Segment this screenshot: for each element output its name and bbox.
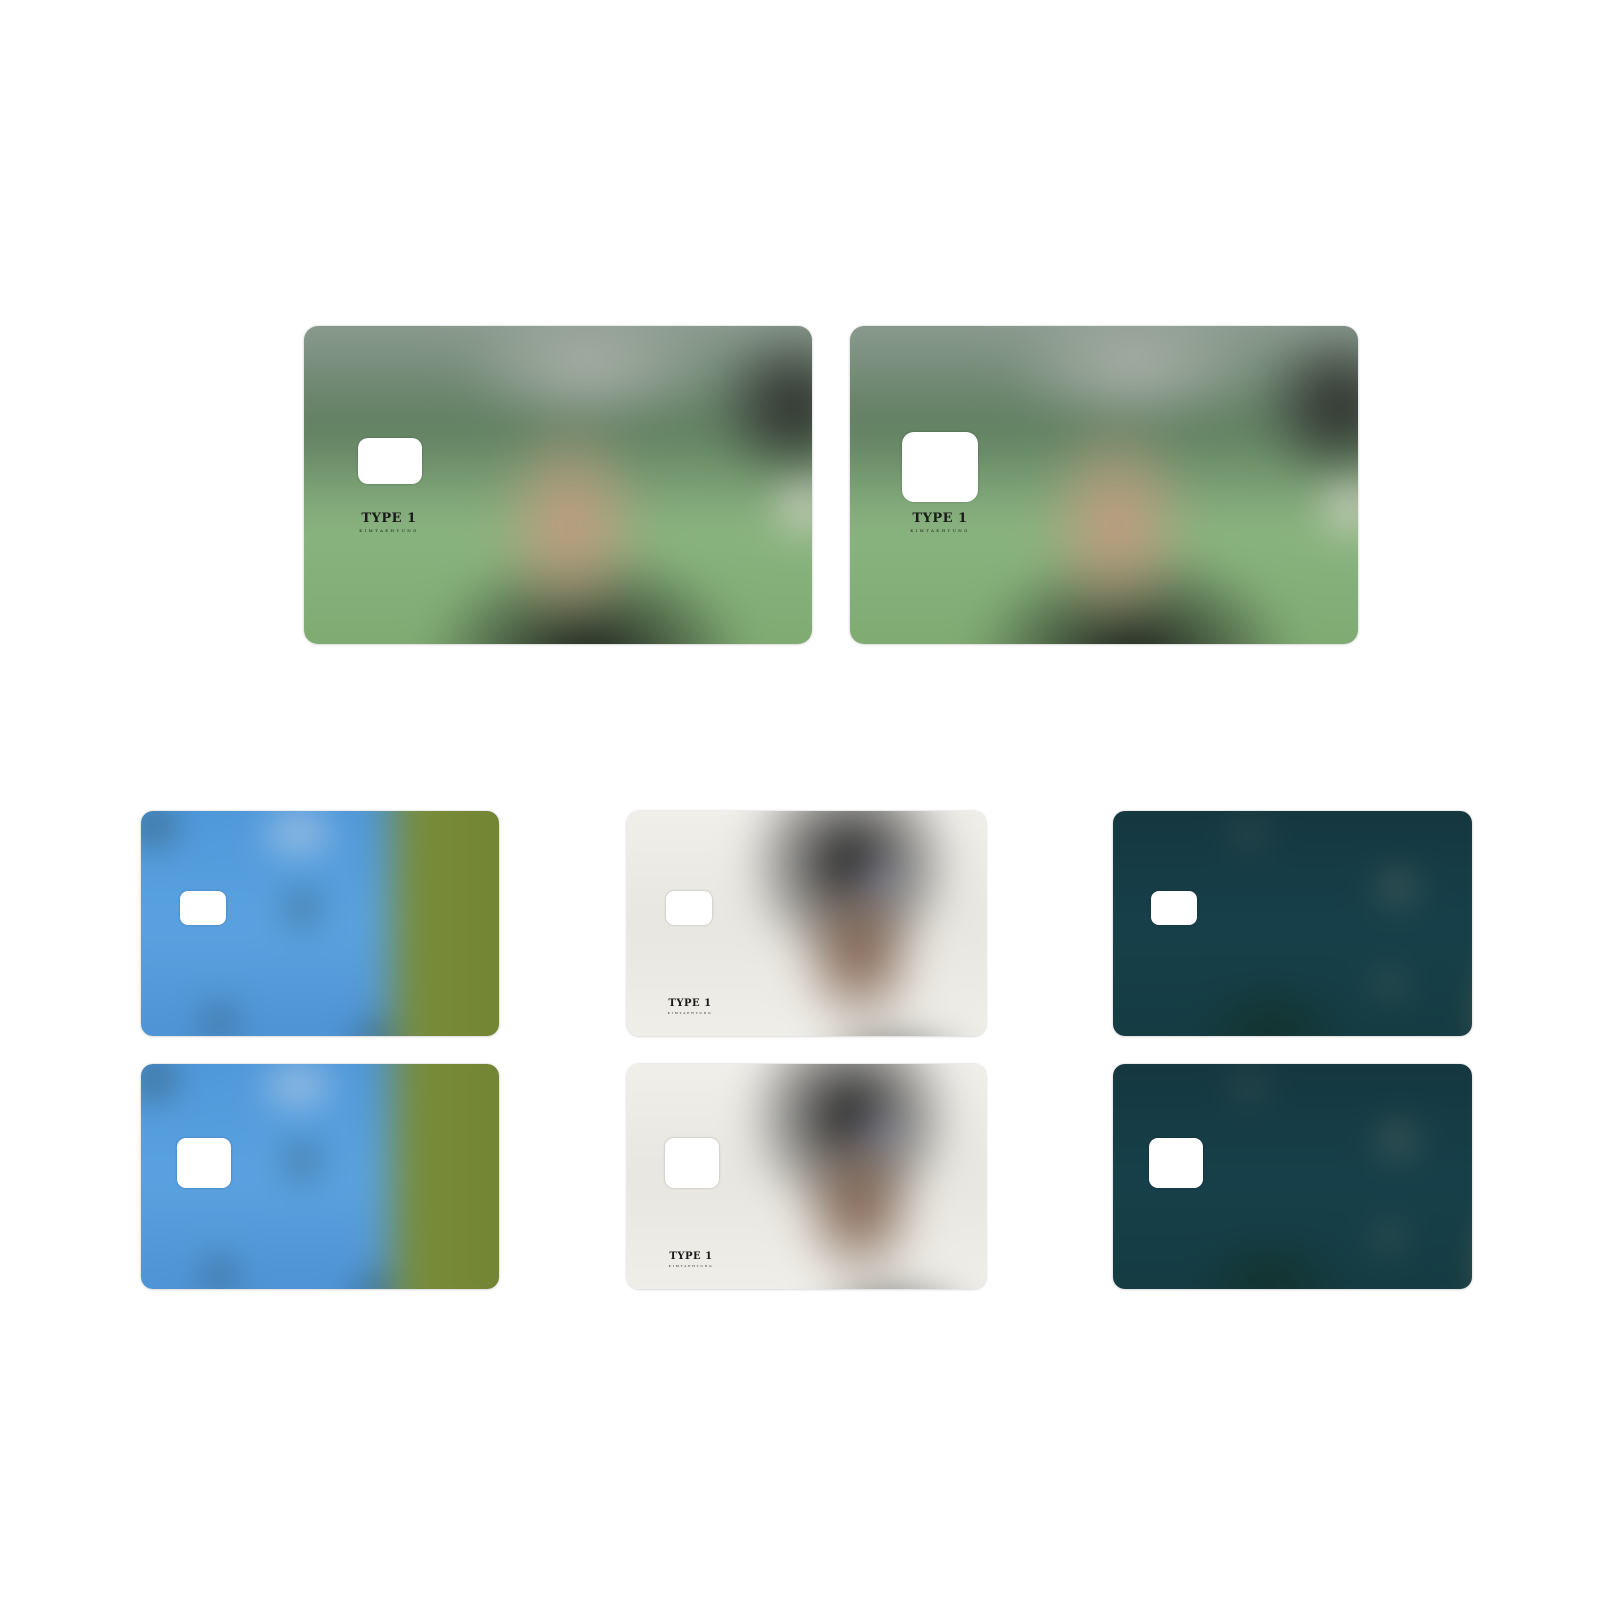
chip-cutout xyxy=(177,1138,231,1188)
chip-cutout xyxy=(665,1138,719,1188)
logo-subtitle: KIMTAEHYUNG xyxy=(359,528,419,533)
card-sticker-teal-top xyxy=(1113,811,1472,1036)
chip-cutout xyxy=(902,432,978,502)
card-sticker-large-right: TYPE 1 KIMTAEHYUNG xyxy=(850,326,1358,644)
chip-cutout xyxy=(180,891,226,925)
chip-cutout xyxy=(666,891,712,925)
logo-subtitle: KIMTAEHYUNG xyxy=(667,1011,713,1015)
logo-title: TYPE 1 xyxy=(669,1251,713,1262)
chip-cutout xyxy=(1151,891,1197,925)
card-sticker-face-bottom: TYPE 1 KIMTAEHYUNG xyxy=(627,1064,986,1289)
card-logo: TYPE 1 KIMTAEHYUNG xyxy=(650,999,730,1015)
card-sticker-sky-bottom xyxy=(141,1064,499,1289)
card-logo: TYPE 1 KIMTAEHYUNG xyxy=(651,1252,731,1268)
card-sticker-large-left: TYPE 1 KIMTAEHYUNG xyxy=(304,326,812,644)
logo-subtitle: KIMTAEHYUNG xyxy=(910,528,970,533)
card-sticker-sky-top xyxy=(141,811,499,1036)
logo-title: TYPE 1 xyxy=(361,511,417,526)
card-logo: TYPE 1 KIMTAEHYUNG xyxy=(885,512,995,533)
card-sticker-face-top: TYPE 1 KIMTAEHYUNG xyxy=(627,811,986,1036)
logo-subtitle: KIMTAEHYUNG xyxy=(668,1264,714,1268)
chip-cutout xyxy=(358,438,422,484)
logo-title: TYPE 1 xyxy=(912,511,968,526)
chip-cutout xyxy=(1149,1138,1203,1188)
card-logo: TYPE 1 KIMTAEHYUNG xyxy=(334,512,444,533)
logo-title: TYPE 1 xyxy=(668,998,712,1009)
card-sticker-teal-bottom xyxy=(1113,1064,1472,1289)
card-photo xyxy=(304,326,812,644)
